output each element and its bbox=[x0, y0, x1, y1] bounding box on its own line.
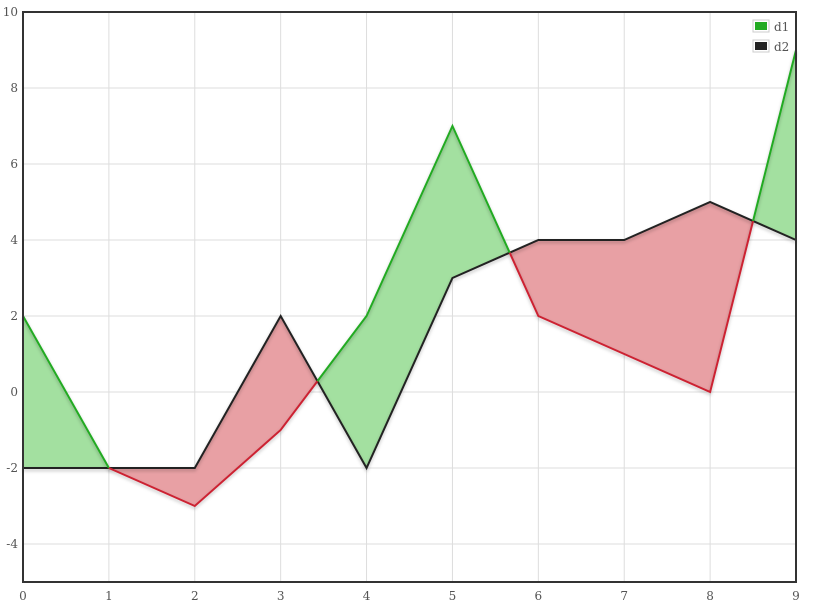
x-tick-label: 8 bbox=[706, 589, 714, 603]
series-line-d1-segment bbox=[22, 315, 110, 469]
y-tick-label: 4 bbox=[10, 233, 18, 247]
series-line-d1-segment bbox=[752, 49, 797, 222]
fill-region-below bbox=[108, 316, 318, 506]
series-line-d1-segment bbox=[316, 123, 511, 382]
x-tick-label: 5 bbox=[449, 589, 457, 603]
fill-region-above bbox=[317, 126, 510, 468]
series-lines bbox=[22, 49, 797, 508]
y-tick-label: 6 bbox=[10, 157, 18, 171]
fill-region-above bbox=[753, 50, 796, 240]
series-line-d2 bbox=[23, 200, 797, 471]
legend-swatch-d2 bbox=[755, 42, 767, 50]
x-tick-label: 7 bbox=[620, 589, 628, 603]
series-line-d1-segment bbox=[508, 220, 755, 394]
legend-swatch-d1 bbox=[755, 22, 767, 30]
y-tick-label: 2 bbox=[10, 309, 18, 323]
tick-labels: 0 1 2 3 4 5 6 7 8 9 -4 -2 0 2 4 6 8 10 bbox=[3, 5, 800, 603]
difference-fill-areas bbox=[23, 50, 796, 506]
y-tick-label: -4 bbox=[6, 537, 18, 551]
x-tick-label: 2 bbox=[191, 589, 199, 603]
x-tick-label: 9 bbox=[792, 589, 800, 603]
x-tick-label: 0 bbox=[19, 589, 27, 603]
x-tick-label: 3 bbox=[277, 589, 285, 603]
y-tick-label: 0 bbox=[10, 385, 18, 399]
y-tick-label: 10 bbox=[3, 5, 18, 19]
y-tick-label: -2 bbox=[6, 461, 18, 475]
series-line-d1-segment bbox=[108, 380, 319, 508]
x-tick-label: 6 bbox=[535, 589, 543, 603]
plot-border bbox=[22, 11, 797, 583]
fill-region-below bbox=[509, 202, 754, 392]
x-tick-label: 4 bbox=[363, 589, 371, 603]
legend-label-d1: d1 bbox=[774, 20, 789, 34]
y-tick-label: 8 bbox=[10, 81, 18, 95]
legend-label-d2: d2 bbox=[774, 40, 789, 54]
x-tick-label: 1 bbox=[105, 589, 113, 603]
